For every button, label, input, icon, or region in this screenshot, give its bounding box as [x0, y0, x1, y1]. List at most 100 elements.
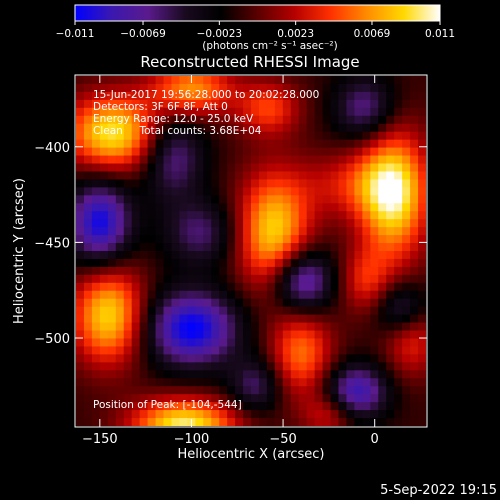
heatmap-cell: [131, 171, 141, 180]
heatmap-cell: [274, 266, 284, 276]
heatmap-cell: [187, 187, 196, 196]
heatmap-cell: [282, 402, 292, 411]
heatmap-cell: [378, 187, 387, 196]
heatmap-cell: [386, 322, 395, 332]
heatmap-cell: [91, 314, 101, 324]
heatmap-cell: [298, 235, 308, 244]
heatmap-cell: [147, 211, 157, 220]
heatmap-cell: [306, 235, 316, 244]
heatmap-cell: [386, 243, 395, 252]
heatmap-cell: [115, 147, 125, 157]
heatmap-cell: [258, 378, 268, 387]
heatmap-cell: [123, 274, 133, 284]
heatmap-cell: [243, 107, 252, 117]
heatmap-cell: [418, 147, 426, 157]
heatmap-cell: [107, 211, 117, 220]
heatmap-cell: [139, 282, 149, 292]
heatmap-cell: [354, 322, 363, 332]
heatmap-cell: [76, 290, 85, 300]
heatmap-cell: [179, 83, 188, 93]
heatmap-cell: [378, 370, 387, 379]
heatmap-cell: [195, 107, 204, 117]
heatmap-cell: [274, 410, 284, 419]
heatmap-cell: [179, 219, 188, 228]
heatmap-cell: [330, 274, 340, 284]
heatmap-cell: [107, 306, 117, 316]
heatmap-cell: [418, 123, 426, 133]
heatmap-cell: [203, 258, 212, 268]
heatmap-cell: [410, 258, 419, 268]
heatmap-cell: [354, 211, 363, 220]
heatmap-cell: [219, 155, 228, 165]
heatmap-cell: [131, 131, 141, 141]
heatmap-cell: [171, 251, 180, 260]
heatmap-cell: [243, 410, 252, 419]
heatmap-cell: [266, 203, 276, 212]
heatmap-cell: [370, 274, 379, 284]
heatmap-cell: [107, 147, 117, 157]
heatmap-cell: [243, 306, 252, 316]
heatmap-cell: [179, 147, 188, 157]
colorbar-units-label: (photons cm⁻² s⁻¹ asec⁻²): [202, 40, 337, 52]
heatmap-cell: [338, 155, 348, 165]
heatmap-cell: [394, 91, 403, 101]
heatmap-cell: [131, 322, 141, 332]
heatmap-cell: [76, 274, 85, 284]
heatmap-cell: [298, 251, 308, 260]
annotation-clean-counts: Clean Total counts: 3.68E+04: [93, 125, 262, 137]
heatmap-cell: [227, 147, 236, 157]
heatmap-cell: [155, 163, 165, 173]
heatmap-cell: [203, 410, 212, 419]
heatmap-cell: [306, 179, 316, 188]
heatmap-cell: [386, 179, 395, 188]
annotation-time-range: 15-Jun-2017 19:56:28.000 to 20:02:28.000: [93, 89, 319, 101]
heatmap-cell: [211, 378, 220, 387]
heatmap-cell: [76, 115, 85, 125]
heatmap-cell: [346, 306, 355, 316]
heatmap-cell: [139, 402, 149, 411]
heatmap-cell: [163, 394, 173, 403]
heatmap-cell: [131, 330, 141, 340]
heatmap-cell: [306, 322, 316, 332]
heatmap-cell: [131, 418, 141, 426]
heatmap-cell: [227, 91, 236, 101]
heatmap-cell: [203, 306, 212, 316]
heatmap-cell: [378, 123, 387, 133]
heatmap-cell: [203, 338, 212, 348]
heatmap-cell: [330, 322, 340, 332]
heatmap-cell: [115, 314, 125, 324]
heatmap-cell: [354, 219, 363, 228]
heatmap-cell: [251, 362, 260, 371]
heatmap-cell: [362, 274, 371, 284]
heatmap-cell: [99, 227, 109, 236]
heatmap-cell: [338, 370, 348, 379]
heatmap-cell: [83, 314, 93, 324]
heatmap-cell: [258, 131, 268, 141]
heatmap-cell: [338, 346, 348, 355]
heatmap-cell: [91, 306, 101, 316]
heatmap-cell: [91, 346, 101, 355]
heatmap-cell: [322, 346, 332, 355]
heatmap-cell: [306, 155, 316, 165]
heatmap-cell: [266, 330, 276, 340]
heatmap-cell: [314, 155, 324, 165]
heatmap-cell: [91, 274, 101, 284]
heatmap-cell: [258, 179, 268, 188]
heatmap-cell: [306, 99, 316, 109]
heatmap-cell: [243, 282, 252, 292]
heatmap-cell: [76, 179, 85, 188]
heatmap-cell: [394, 290, 403, 300]
heatmap-cell: [266, 402, 276, 411]
heatmap-cell: [274, 195, 284, 204]
heatmap-cell: [290, 330, 300, 340]
heatmap-cell: [306, 187, 316, 196]
heatmap-cell: [330, 195, 340, 204]
heatmap-cell: [418, 99, 426, 109]
heatmap-cell: [219, 115, 228, 125]
heatmap-cell: [266, 370, 276, 379]
heatmap-cell: [211, 227, 220, 236]
heatmap-cell: [251, 258, 260, 268]
heatmap-cell: [211, 322, 220, 332]
heatmap-cell: [362, 107, 371, 117]
